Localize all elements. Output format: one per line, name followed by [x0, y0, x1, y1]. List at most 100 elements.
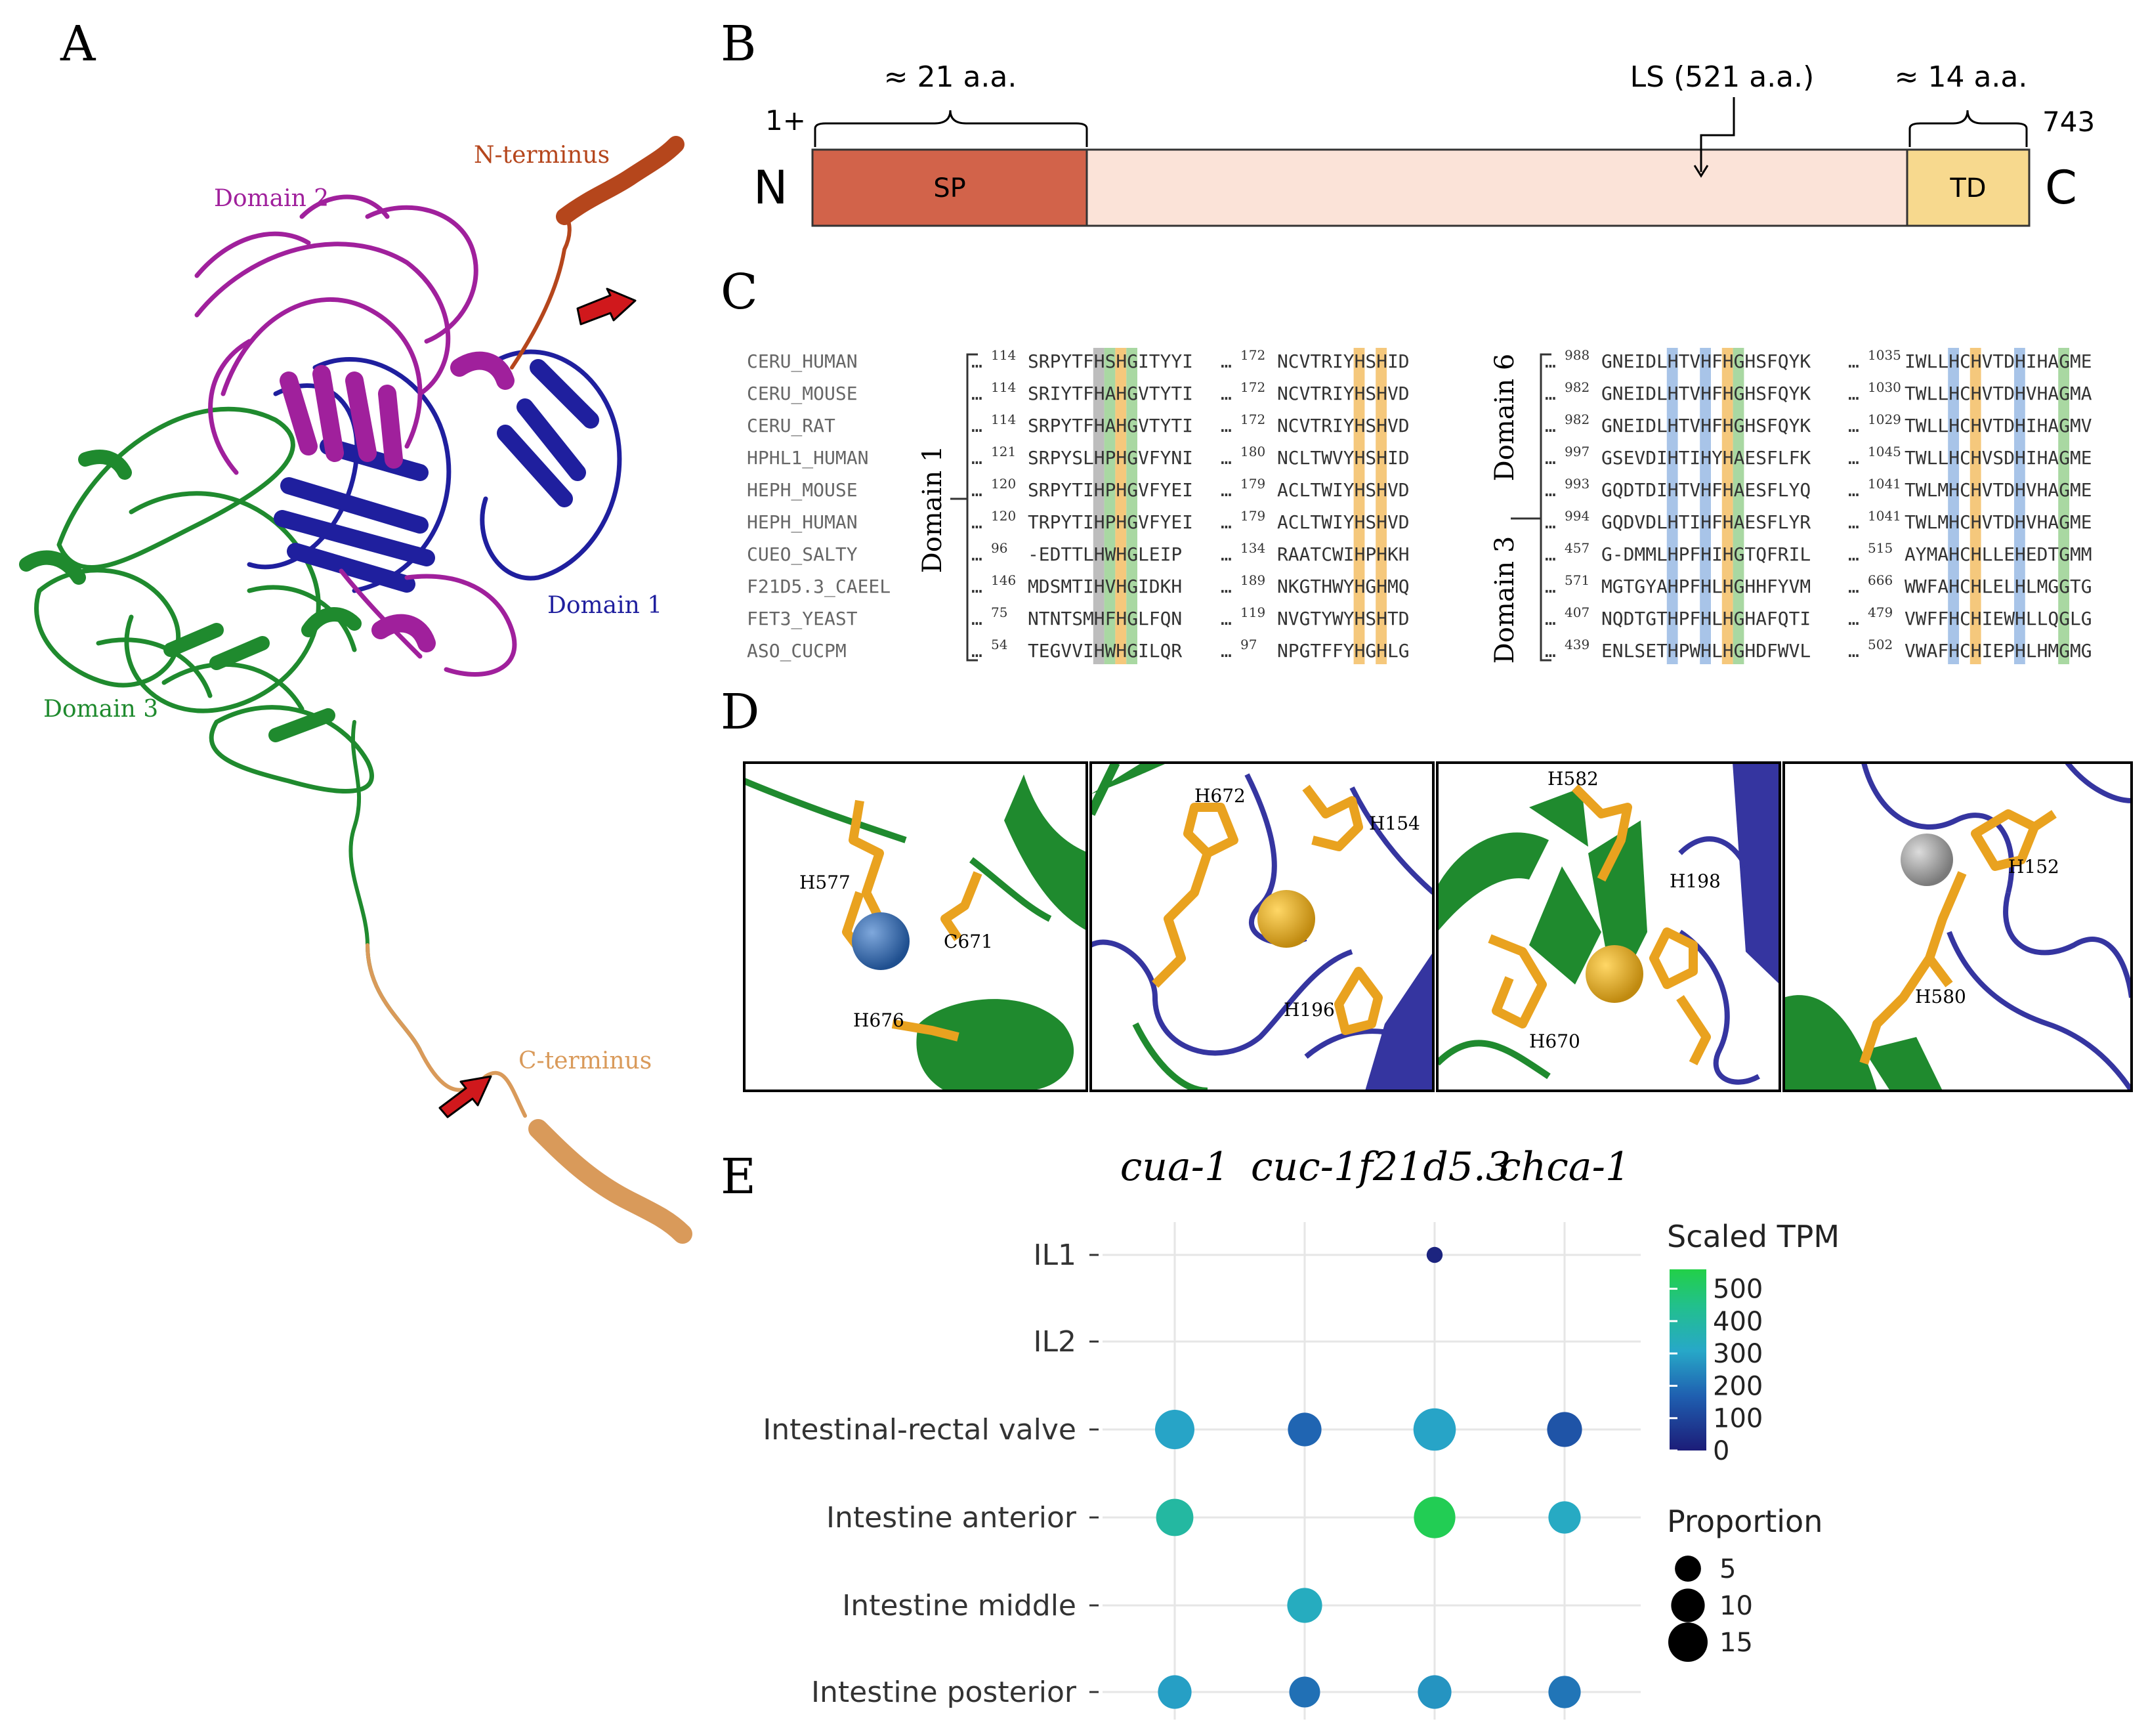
residue-number: 180 — [1240, 444, 1265, 459]
sequence-segment: GSEVDIHTIHYHAESFLFK — [1601, 447, 1811, 469]
sequence-segment: MDSMTIHVHGIDKH — [1028, 576, 1182, 597]
residue-number: 172 — [1240, 412, 1265, 427]
ellipsis: … — [971, 576, 982, 597]
sequence-segment: TEGVVIHWHGILQR — [1028, 640, 1182, 662]
seq-name-1: CERU_MOUSE — [747, 383, 858, 405]
td-length-label: ≈ 14 a.a. — [1895, 60, 2028, 94]
ellipsis: … — [1848, 350, 1859, 372]
residue-number: 114 — [991, 412, 1016, 427]
data-dot — [1158, 1675, 1192, 1709]
inset2-label-1: H154 — [1369, 813, 1420, 834]
seq-name-3: HPHL1_HUMAN — [747, 447, 868, 469]
residue-number: 1035 — [1868, 347, 1901, 363]
residue-number: 172 — [1240, 379, 1265, 395]
conserved-column-highlight — [1115, 348, 1127, 664]
sequence-segment: TWLLHCHVTDHIHAGMV — [1905, 415, 2092, 436]
legend-tick-label: 100 — [1713, 1404, 1763, 1434]
domain2-cartoon — [194, 194, 517, 677]
data-dot — [1547, 1412, 1582, 1447]
data-dot — [1418, 1675, 1452, 1709]
domain1-bracket — [966, 353, 978, 662]
inset-2 — [1091, 763, 1433, 1091]
legend-tick-label: 0 — [1713, 1436, 1729, 1466]
residue-number: 119 — [1240, 604, 1265, 620]
conserved-column-highlight — [1126, 348, 1137, 664]
panel-b-domain-map — [811, 97, 2031, 227]
sequence-segment: GQDVDLHTIHFHAESFLYR — [1601, 511, 1811, 533]
domain2-label: Domain 2 — [214, 185, 329, 212]
column-header: f21d5.3 — [1356, 1144, 1511, 1190]
ls-segment — [1085, 148, 1908, 227]
size-legend-label: 15 — [1719, 1628, 1753, 1658]
conserved-column-highlight — [1948, 348, 1959, 664]
panel-label-c: C — [721, 264, 758, 320]
ellipsis: … — [971, 350, 982, 372]
seq-name-4: HEPH_MOUSE — [747, 479, 858, 501]
residue-number: 515 — [1868, 540, 1893, 556]
ellipsis: … — [1545, 383, 1556, 404]
sequence-segment: ACLTWIYHSHVD — [1277, 511, 1410, 533]
ellipsis: … — [1221, 415, 1232, 436]
ellipsis: … — [1545, 415, 1556, 436]
sequence-segment: -EDTTLHWHGLEIP — [1028, 543, 1182, 565]
ellipsis: … — [971, 640, 982, 662]
sequence-segment: TWLMHCHVTDHVHAGME — [1905, 511, 2092, 533]
size-legend-dot — [1668, 1622, 1708, 1662]
row-label: Intestine anterior — [826, 1501, 1077, 1535]
sequence-segment: GNEIDLHTVHFHGHSFQYK — [1601, 415, 1811, 436]
ellipsis: … — [1848, 383, 1859, 404]
ellipsis: … — [1221, 640, 1232, 662]
start-position: 1+ — [765, 104, 806, 137]
ellipsis: … — [1545, 350, 1556, 372]
conserved-column-highlight — [1969, 348, 1981, 664]
residue-number: 1045 — [1868, 444, 1901, 459]
data-dot — [1414, 1496, 1456, 1538]
sequence-segment: SRPYTIHPHGVFYEI — [1028, 479, 1193, 501]
residue-number: 502 — [1868, 637, 1893, 652]
ellipsis: … — [1221, 447, 1232, 469]
column-header: cua-1 — [1120, 1144, 1229, 1190]
row-label: Intestine posterior — [811, 1676, 1077, 1709]
inset-4 — [1784, 763, 2132, 1091]
legend-tick-label: 400 — [1713, 1307, 1763, 1337]
arrow-icon — [438, 287, 637, 1118]
seq-name-0: CERU_HUMAN — [747, 350, 858, 373]
ellipsis: … — [1848, 608, 1859, 629]
sequence-segment: ACLTWIYHSHVD — [1277, 479, 1410, 501]
n-end: N — [753, 161, 788, 215]
sequence-segment: SRPYTFHSHGITYYI — [1028, 350, 1193, 372]
residue-number: 120 — [991, 476, 1016, 492]
residue-number: 96 — [991, 540, 1007, 556]
ellipsis: … — [1545, 479, 1556, 501]
sequence-segment: ENLSETHPWHLHGHDFWVL — [1601, 640, 1811, 662]
sequence-segment: GQDTDIHTVHFHAESFLYQ — [1601, 479, 1811, 501]
residue-number: 75 — [991, 604, 1007, 620]
panel-c-alignment: CERU_HUMAN CERU_MOUSE CERU_RAT HPHL1_HUM… — [747, 347, 2092, 664]
domain1-label: Domain 1 — [547, 592, 662, 619]
row-label: IL1 — [1034, 1238, 1076, 1272]
sequence-segment: TWLLHCHVTDHVHAGMA — [1905, 383, 2092, 404]
conserved-column-highlight — [1353, 348, 1365, 664]
conserved-column-highlight — [2058, 348, 2069, 664]
sequence-segment: VWAFHCHIEPHLHMGMG — [1905, 640, 2092, 662]
seq-name-5: HEPH_HUMAN — [747, 511, 858, 534]
residue-number: 54 — [991, 637, 1007, 652]
ellipsis: … — [971, 479, 982, 501]
sequence-segment: NCVTRIYHSHVD — [1277, 415, 1410, 436]
sequence-segment: NPGTFFYHGHLG — [1277, 640, 1410, 662]
ellipsis: … — [1848, 479, 1859, 501]
c-end: C — [2045, 161, 2077, 215]
panel-d-insets — [743, 761, 2133, 1092]
sequence-segment: MGTGYAHPFHLHGHHFYVM — [1601, 576, 1811, 597]
residue-number: 439 — [1565, 637, 1590, 652]
n-terminus-label: N-terminus — [474, 142, 610, 169]
data-dot — [1548, 1501, 1581, 1534]
residue-number: 982 — [1565, 379, 1590, 395]
row-label: Intestine middle — [842, 1589, 1076, 1622]
residue-number: 1030 — [1868, 379, 1901, 395]
residue-number: 571 — [1565, 572, 1590, 588]
ellipsis: … — [1221, 511, 1232, 533]
ellipsis: … — [971, 543, 982, 565]
inset-3 — [1437, 763, 1780, 1091]
color-scale-bar — [1670, 1269, 1706, 1450]
